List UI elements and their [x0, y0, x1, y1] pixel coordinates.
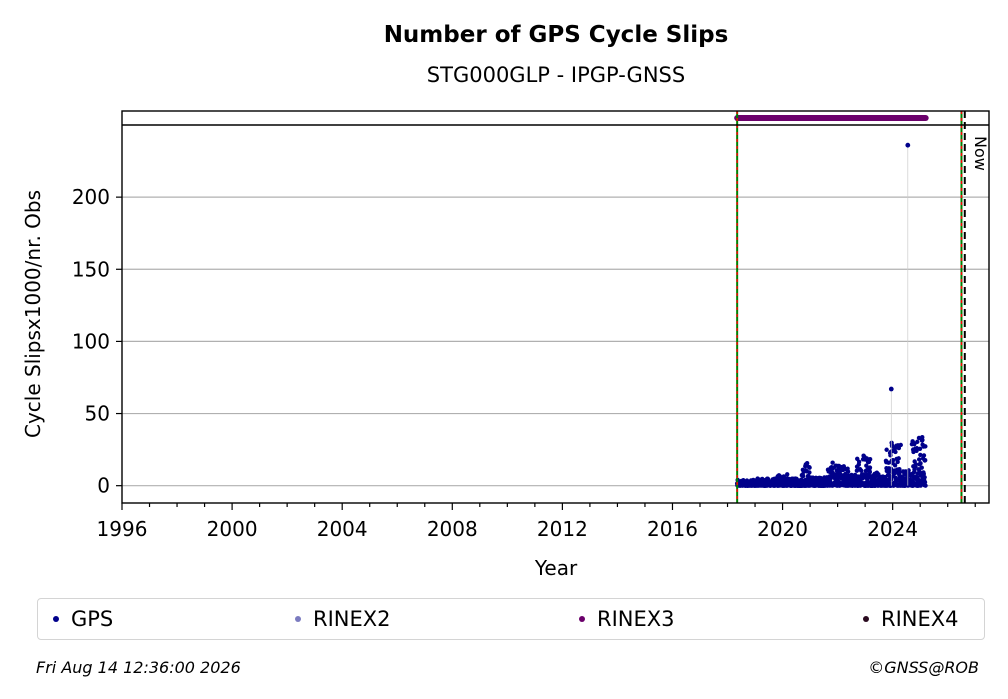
gps-point [804, 460, 810, 466]
gps-point [892, 463, 898, 468]
gps-point [919, 465, 924, 470]
gps-point [922, 458, 928, 463]
x-tick-label: 2004 [317, 517, 368, 541]
gps-point [906, 468, 911, 473]
legend-label: RINEX4 [881, 607, 959, 631]
gps-point [918, 452, 923, 458]
legend-item-gps: GPS [53, 599, 113, 639]
y-tick-label: 0 [97, 474, 110, 498]
rinex2-marker-icon [295, 616, 301, 622]
gps-point [867, 469, 872, 475]
x-tick-label: 2016 [647, 517, 698, 541]
gps-point [913, 462, 918, 467]
gps-outlier-point [888, 386, 894, 392]
gps-point [830, 460, 835, 465]
footer-credit: ©GNSS@ROB [868, 658, 979, 677]
x-tick-label: 2000 [207, 517, 258, 541]
legend-item-rinex2: RINEX2 [295, 599, 391, 639]
plot-frame [121, 110, 990, 504]
gps-point [867, 465, 873, 470]
legend-item-rinex4: RINEX4 [863, 599, 959, 639]
y-tick-label: 150 [72, 257, 110, 281]
gps-point [785, 472, 790, 477]
chart-title: Number of GPS Cycle Slips [384, 22, 729, 48]
gps-point [895, 459, 900, 465]
gps-point [867, 457, 873, 462]
legend-label: RINEX2 [313, 607, 391, 631]
chart-subtitle: STG000GLP - IPGP-GNSS [427, 63, 685, 87]
gps-point [918, 461, 923, 466]
gps-point [897, 466, 902, 472]
gps-point [845, 469, 851, 474]
gps-point [858, 468, 864, 473]
gps-point [856, 459, 862, 464]
x-tick-label: 2024 [867, 517, 918, 541]
gps-point [886, 460, 891, 465]
gps-point [923, 483, 928, 488]
gps-point [922, 479, 928, 485]
legend: GPS RINEX2 RINEX3 RINEX4 [37, 598, 985, 640]
legend-label: GPS [71, 607, 114, 631]
gps-point [897, 470, 902, 475]
y-tick-label: 200 [72, 185, 110, 209]
gps-point [920, 437, 925, 443]
legend-label: RINEX3 [597, 607, 675, 631]
gps-point [807, 470, 812, 475]
x-tick-label: 2008 [427, 517, 478, 541]
gps-point [898, 442, 903, 448]
gps-point [890, 457, 896, 463]
gps-marker-icon [53, 616, 59, 622]
gps-outlier-point [905, 142, 911, 148]
chart-canvas: Number of GPS Cycle Slips STG000GLP - IP… [21, 22, 990, 580]
gps-point [887, 473, 892, 479]
legend-item-rinex3: RINEX3 [579, 599, 675, 639]
gps-point [915, 439, 920, 445]
y-axis-label: Cycle Slipsx1000/nr. Obs [21, 190, 45, 438]
gps-point [800, 473, 806, 479]
rinex3-marker-icon [579, 616, 585, 622]
x-tick-label: 2020 [757, 517, 808, 541]
gps-point [884, 447, 889, 452]
gps-point [923, 444, 928, 449]
x-tick-label: 2012 [537, 517, 588, 541]
gps-point [886, 469, 892, 475]
gps-point [807, 465, 812, 470]
x-axis-label: Year [534, 556, 578, 580]
plot-area: 0 50 100 150 200 1996 2000 2004 2008 2012 2016 2020… [72, 110, 990, 541]
y-tick-label: 100 [72, 329, 110, 353]
footer-date: Fri Aug 14 12:36:00 2026 [36, 658, 241, 677]
gps-point [917, 446, 923, 452]
y-tick-label: 50 [85, 402, 110, 426]
gps-point [922, 475, 927, 480]
gps-point [916, 457, 922, 462]
x-tick-label: 1996 [97, 517, 148, 541]
now-label: Now [971, 136, 990, 171]
gps-point [921, 471, 927, 477]
rinex4-marker-icon [863, 616, 869, 622]
gps-point [921, 453, 927, 458]
gps-point [896, 456, 901, 461]
gps-point [893, 449, 898, 455]
gps-point [917, 469, 923, 475]
